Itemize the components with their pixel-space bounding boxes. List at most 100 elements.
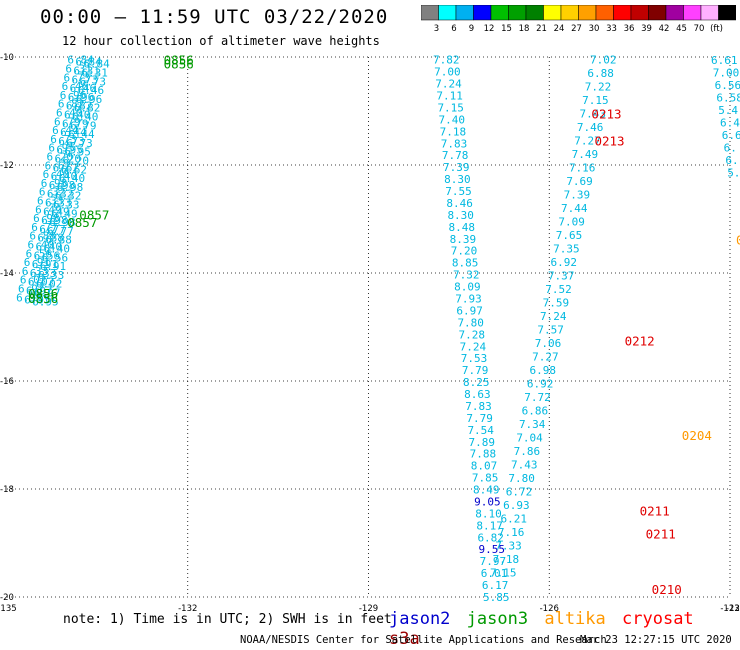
- swh-value: 7.46: [577, 121, 604, 134]
- swh-value: 8.17: [476, 519, 503, 532]
- swh-value: 6.58: [716, 92, 740, 105]
- swh-value: 7.00: [713, 67, 740, 80]
- swh-value: 6.46: [62, 80, 88, 93]
- lat-tick-label: -10: [0, 53, 14, 63]
- swh-value: 7.09: [558, 216, 585, 229]
- swh-value: 6.98: [49, 179, 76, 192]
- swh-value: 7.82: [433, 54, 460, 67]
- scale-label: 33: [606, 24, 617, 33]
- scale-label: 70: [694, 24, 705, 33]
- swh-value: 7.69: [566, 175, 593, 188]
- swh-value: 7.22: [585, 81, 612, 94]
- swh-value: 7.53: [461, 352, 488, 365]
- pass-time-label: 0857: [79, 208, 109, 223]
- swh-value: 6.77: [39, 223, 66, 236]
- swh-value: 6.02: [20, 274, 47, 287]
- swh-value: 7.88: [470, 448, 497, 461]
- swh-value: 6.96: [68, 91, 95, 104]
- swh-value: 8.63: [464, 388, 491, 401]
- swh-value: 7.37: [548, 270, 575, 283]
- scale-label: 42: [659, 24, 670, 33]
- scale-label: 24: [554, 24, 565, 33]
- lon-tick-label: -123: [720, 604, 739, 614]
- swh-value: 6.49: [43, 205, 70, 218]
- swh-value: 6.96: [76, 93, 103, 106]
- lat-tick-label: -14: [0, 269, 14, 279]
- swh-value: 6.20: [62, 155, 89, 168]
- swh-value: 6.40: [35, 241, 62, 254]
- swh-value: 6.32: [47, 188, 74, 201]
- swh-value: 7.52: [545, 283, 572, 296]
- swh-value: 6.56: [34, 249, 61, 262]
- swh-value: 6.91: [40, 260, 67, 273]
- pass-time-label: 0856: [28, 291, 58, 306]
- swh-value: 6.62: [61, 163, 88, 176]
- swh-value: 6.98: [529, 364, 556, 377]
- swh-value: 6.98: [41, 177, 68, 190]
- lon-tick-label: -135: [0, 604, 17, 614]
- swh-value: 6.95: [16, 291, 43, 304]
- swh-value: 6.33: [37, 195, 64, 208]
- lat-tick-label: -20: [0, 593, 14, 603]
- pass-time-label: 0857: [67, 215, 97, 230]
- swh-value: 6.32: [55, 190, 82, 203]
- swh-value: 6.46: [70, 82, 97, 95]
- swh-value: 7.86: [514, 445, 541, 458]
- footer-timestamp: Mar 23 12:27:15 UTC 2020: [580, 634, 732, 646]
- pass-time-label: 0856: [28, 286, 58, 301]
- swh-value: 8.30: [447, 209, 474, 222]
- swh-value: 7.35: [553, 243, 580, 256]
- swh-value: 8.30: [444, 173, 471, 186]
- swh-value: 7.72: [524, 391, 551, 404]
- scale-swatch: [718, 5, 736, 21]
- swh-value: 6.93: [503, 499, 530, 512]
- swh-value: 7.83: [465, 400, 492, 413]
- swh-value: 7.02: [590, 54, 617, 67]
- swh-value: 6.20: [46, 151, 73, 164]
- swh-value: 6.97: [26, 285, 53, 298]
- swh-value: 7.24: [460, 340, 487, 353]
- scale-label: 6: [451, 24, 456, 33]
- swh-value: 8.49: [473, 484, 500, 497]
- swh-value: 6.33: [30, 267, 57, 280]
- swh-value: 6.98: [33, 212, 60, 225]
- swh-value: 7.00: [434, 66, 461, 79]
- swh-value: 6.02: [36, 278, 63, 291]
- swh-value: 6.73: [80, 75, 107, 88]
- swh-value: 6.97: [34, 287, 61, 300]
- swh-value: 8.25: [463, 376, 490, 389]
- swh-value: 6.02: [28, 276, 55, 289]
- swh-value: 7.54: [467, 424, 494, 437]
- swh-value: 6.95: [64, 146, 91, 159]
- swh-value: 6.56: [715, 79, 740, 92]
- swh-value: 6.46: [78, 84, 105, 97]
- swh-value: 7.57: [537, 324, 564, 337]
- swh-value: 7.44: [561, 202, 588, 215]
- swh-value: 6.97: [456, 304, 483, 317]
- scale-label: 18: [519, 24, 530, 33]
- swh-value: 7.11: [436, 90, 463, 103]
- swh-value: 6.98: [41, 214, 68, 227]
- swh-value: 6.91: [32, 258, 59, 271]
- swh-value: 6.95: [48, 142, 75, 155]
- swh-value: 8.39: [450, 233, 477, 246]
- wave-height-color-scale: 3 6 9 12 15 18 21 24 27 30 33 36 39 42 45 70 (ft): [421, 5, 736, 33]
- swh-value: 7.89: [469, 436, 496, 449]
- swh-value: 7.43: [579, 108, 606, 121]
- swh-value: 7.27: [574, 135, 601, 148]
- swh-value: 6.88: [45, 234, 72, 247]
- page-title: 00:00 – 11:59 UTC 03/22/2020: [40, 6, 389, 28]
- swh-value: 5.85: [483, 591, 510, 604]
- swh-value: 7.79: [462, 364, 489, 377]
- swh-value: 6.33: [38, 269, 65, 282]
- swh-value: 6.40: [64, 109, 91, 122]
- swh-value: 6.88: [37, 232, 64, 245]
- pass-time-label: 0212: [625, 334, 655, 349]
- swh-value: 6.82: [477, 531, 504, 544]
- pass-time-label: 0211: [640, 504, 670, 519]
- scale-label: 27: [571, 24, 582, 33]
- swh-value: 7.18: [440, 125, 467, 138]
- swh-value: 7.16: [569, 162, 596, 175]
- swh-value: 6.01: [481, 567, 508, 580]
- pass-time-label: 0856: [164, 53, 194, 68]
